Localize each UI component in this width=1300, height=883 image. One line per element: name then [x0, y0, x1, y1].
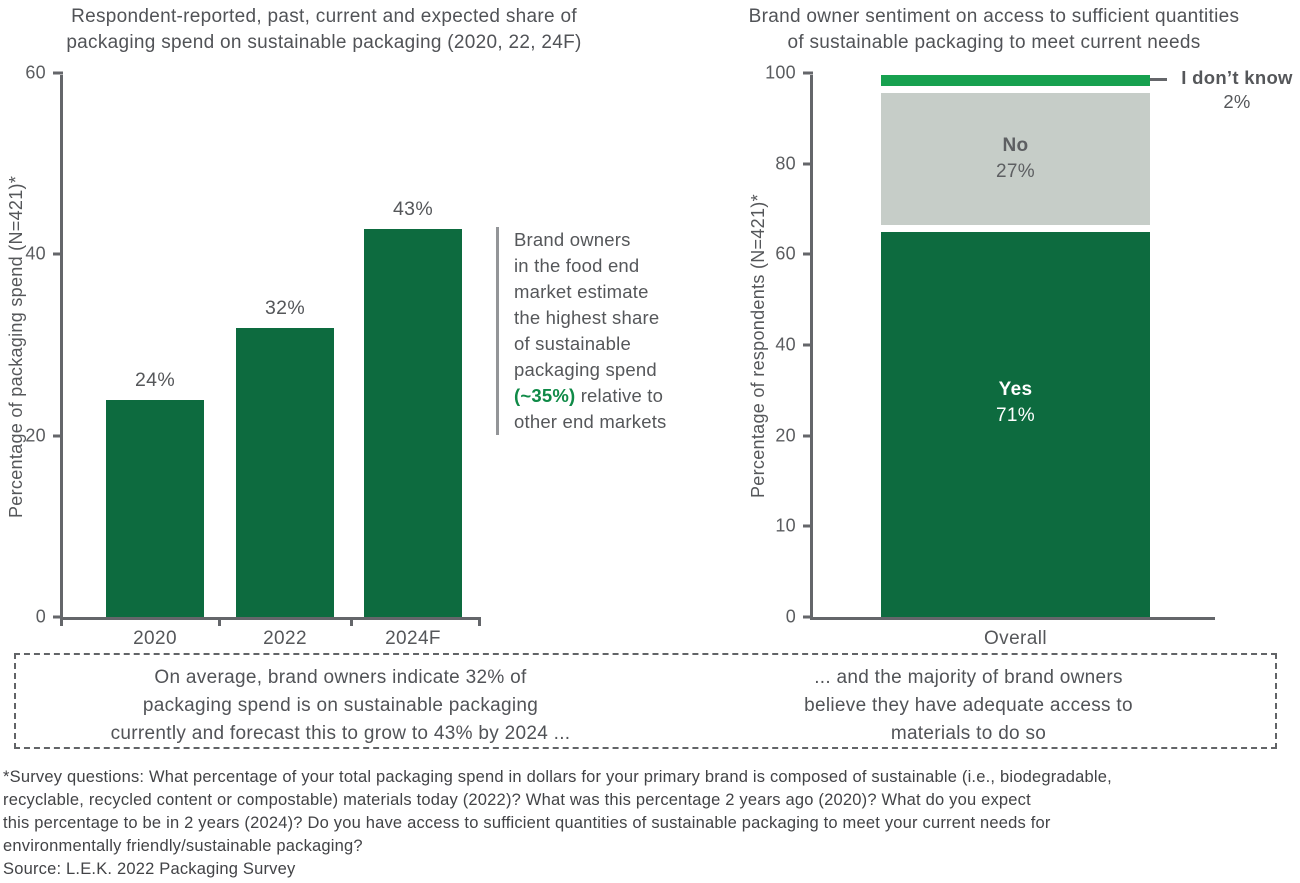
- bar-2024f: [364, 228, 462, 617]
- annotation-line: packaging spend: [514, 359, 657, 380]
- y-tick-label: 20: [775, 425, 796, 446]
- y-tick-label: 40: [775, 334, 796, 355]
- segment-no-value: 27%: [996, 160, 1035, 182]
- y-tick-label: 80: [775, 153, 796, 174]
- footnote-line: environmentally friendly/sustainable pac…: [3, 837, 363, 855]
- right-stacked-bar-plot: 100 80 60 40 20 10 0 No 27% Yes 71% I do…: [765, 63, 1292, 650]
- callout-label: I don’t know: [1181, 67, 1293, 88]
- footnote-line: recyclable, recycled content or composta…: [3, 791, 1031, 809]
- y-tick-mark: [53, 252, 63, 256]
- y-tick-mark: [803, 162, 813, 166]
- left-bar-chart-plot: 60 40 20 0 24% 32% 43% 2020 2022 2024F: [25, 63, 481, 649]
- annotation-line: market estimate: [514, 281, 649, 302]
- callout-value: 2%: [1223, 91, 1251, 112]
- footnote: *Survey questions: What percentage of yo…: [3, 766, 1299, 881]
- x-category-2024f: 2024F: [385, 628, 441, 649]
- food-market-annotation: Brand owners in the food end market esti…: [496, 227, 667, 435]
- x-tick-mark: [350, 617, 353, 626]
- segment-i-dont-know: [881, 75, 1150, 86]
- annotation-line: other end markets: [514, 411, 667, 432]
- y-tick-label: 20: [25, 425, 46, 446]
- footnote-line: this percentage to be in 2 years (2024)?…: [3, 814, 1051, 832]
- footnote-source: Source: L.E.K. 2022 Packaging Survey: [3, 860, 296, 878]
- callout-connector-line: [1150, 78, 1167, 81]
- segment-yes: Yes 71%: [881, 232, 1150, 617]
- y-tick-label: 40: [25, 243, 46, 264]
- segment-yes-label: Yes: [998, 379, 1033, 401]
- bar-value-label-2024f: 43%: [393, 197, 433, 220]
- annotation-line: of sustainable: [514, 333, 631, 354]
- x-category-2022: 2022: [263, 628, 307, 649]
- y-tick: 10: [775, 516, 813, 537]
- bar-value-label-2022: 32%: [265, 296, 305, 319]
- y-tick-label: 60: [25, 62, 46, 83]
- y-tick-mark: [53, 434, 63, 438]
- bar-group-2022: 32%: [236, 75, 334, 617]
- annotation-highlight-rest: relative to: [575, 385, 664, 406]
- bar-2022: [236, 327, 334, 617]
- left-chart-title-line2: packaging spend on sustainable packaging…: [66, 32, 582, 53]
- y-tick-mark: [53, 71, 63, 75]
- annotation-line: Brand owners: [514, 229, 631, 250]
- left-chart-title: Respondent-reported, past, current and e…: [14, 4, 634, 56]
- y-tick: 0: [36, 607, 63, 628]
- annotation-highlight-35pct: (~35%): [514, 385, 576, 406]
- x-category-overall: Overall: [984, 628, 1047, 649]
- y-tick: 60: [25, 63, 63, 84]
- segment-yes-value: 71%: [996, 405, 1035, 427]
- y-tick-mark: [803, 434, 813, 438]
- annotation-line: the highest share: [514, 307, 660, 328]
- bar-group-2024f: 43%: [364, 75, 462, 617]
- segment-no-label: No: [1002, 134, 1029, 156]
- bar-group-2020: 24%: [106, 75, 204, 617]
- annotation-line: in the food end: [514, 255, 640, 276]
- right-chart-title-line2: of sustainable packaging to meet current…: [787, 32, 1201, 53]
- y-tick-mark: [803, 71, 813, 75]
- y-tick-mark: [803, 343, 813, 347]
- insight-right-line: ... and the majority of brand owners: [814, 667, 1123, 688]
- y-tick: 20: [775, 425, 813, 446]
- insight-box: On average, brand owners indicate 32% of…: [14, 653, 1277, 749]
- bar-2020: [106, 400, 204, 617]
- left-chart-title-line1: Respondent-reported, past, current and e…: [71, 6, 577, 27]
- bar-value-label-2020: 24%: [135, 369, 175, 392]
- right-y-axis-ticks: 100 80 60 40 20 10 0: [749, 63, 813, 627]
- y-tick: 100: [765, 63, 813, 84]
- segment-no: No 27%: [881, 85, 1150, 233]
- y-tick: 20: [25, 425, 63, 446]
- y-tick-mark: [803, 252, 813, 256]
- y-tick: 0: [786, 607, 813, 628]
- annotation-line-highlighted: (~35%) relative to: [514, 383, 667, 409]
- insight-left-line: currently and forecast this to grow to 4…: [110, 723, 571, 744]
- y-tick-label: 0: [785, 606, 796, 627]
- x-tick-mark: [60, 617, 63, 626]
- y-tick: 40: [775, 335, 813, 356]
- insight-right-line: materials to do so: [890, 723, 1047, 744]
- y-tick-label: 60: [775, 243, 796, 264]
- y-tick-label: 10: [775, 515, 796, 536]
- x-tick-mark: [478, 617, 481, 626]
- y-tick-mark: [803, 615, 813, 619]
- insight-left-line: packaging spend is on sustainable packag…: [142, 695, 539, 716]
- y-tick: 80: [775, 153, 813, 174]
- y-tick-mark: [803, 524, 813, 528]
- right-chart-title: Brand owner sentiment on access to suffi…: [688, 4, 1300, 56]
- x-category-2020: 2020: [133, 628, 177, 649]
- footnote-line: *Survey questions: What percentage of yo…: [3, 768, 1112, 786]
- insight-right-text: ... and the majority of brand owners bel…: [671, 664, 1266, 748]
- x-tick-mark: [218, 617, 221, 626]
- right-chart-title-line1: Brand owner sentiment on access to suffi…: [748, 6, 1240, 27]
- insight-left-text: On average, brand owners indicate 32% of…: [28, 664, 653, 748]
- y-tick-mark: [53, 615, 63, 619]
- insight-right-line: believe they have adequate access to: [804, 695, 1133, 716]
- stacked-bar-overall: No 27% Yes 71%: [881, 75, 1150, 617]
- y-tick: 60: [775, 244, 813, 265]
- left-y-axis-ticks: 60 40 20 0: [0, 63, 63, 627]
- i-dont-know-callout: I don’t know 2%: [1161, 66, 1300, 114]
- y-tick-label: 100: [765, 62, 796, 83]
- y-tick-label: 0: [35, 606, 46, 627]
- y-tick: 40: [25, 244, 63, 265]
- insight-left-line: On average, brand owners indicate 32% of: [154, 667, 527, 688]
